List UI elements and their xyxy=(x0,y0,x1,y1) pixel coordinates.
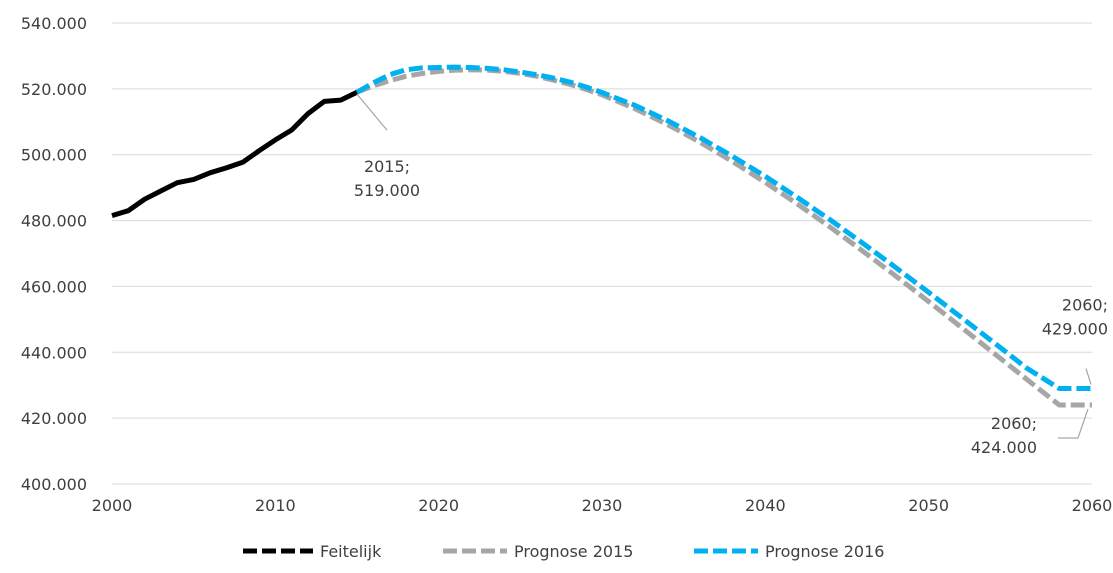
x-tick-label: 2030 xyxy=(582,496,623,515)
x-tick-label: 2000 xyxy=(92,496,133,515)
legend-label-prognose-2016: Prognose 2016 xyxy=(765,542,884,561)
y-tick-label: 480.000 xyxy=(21,212,87,231)
annotation-leader-2060-2016 xyxy=(1086,369,1091,385)
y-tick-label: 460.000 xyxy=(21,277,87,296)
y-tick-label: 400.000 xyxy=(21,475,87,494)
y-tick-label: 500.000 xyxy=(21,146,87,165)
annotation-leader-2060-2015 xyxy=(1058,409,1088,438)
x-tick-label: 2050 xyxy=(908,496,949,515)
series-line-prognose-2015 xyxy=(357,70,1092,405)
legend-label-prognose-2015: Prognose 2015 xyxy=(514,542,633,561)
legend-label-feitelijk: Feitelijk xyxy=(320,542,382,561)
y-tick-label: 520.000 xyxy=(21,80,87,99)
x-tick-label: 2010 xyxy=(255,496,296,515)
annotation-label-2015: 2015; xyxy=(364,157,410,176)
series-line-prognose-2016 xyxy=(357,67,1092,388)
y-tick-label: 540.000 xyxy=(21,14,87,33)
x-tick-label: 2020 xyxy=(418,496,459,515)
series-line-feitelijk xyxy=(112,92,357,215)
y-tick-label: 420.000 xyxy=(21,409,87,428)
legend: Feitelijk Prognose 2015 Prognose 2016 xyxy=(243,542,884,561)
x-tick-label: 2040 xyxy=(745,496,786,515)
x-tick-label: 2060 xyxy=(1072,496,1113,515)
annotation-label-2060-2015: 2060; xyxy=(991,414,1037,433)
annotation-label-2060-2016: 429.000 xyxy=(1042,320,1108,339)
annotation-label-2015: 519.000 xyxy=(354,181,420,200)
annotation-leader-2015 xyxy=(357,94,387,130)
annotation-label-2060-2015: 424.000 xyxy=(971,438,1037,457)
annotation-label-2060-2016: 2060; xyxy=(1062,296,1108,315)
y-tick-label: 440.000 xyxy=(21,343,87,362)
